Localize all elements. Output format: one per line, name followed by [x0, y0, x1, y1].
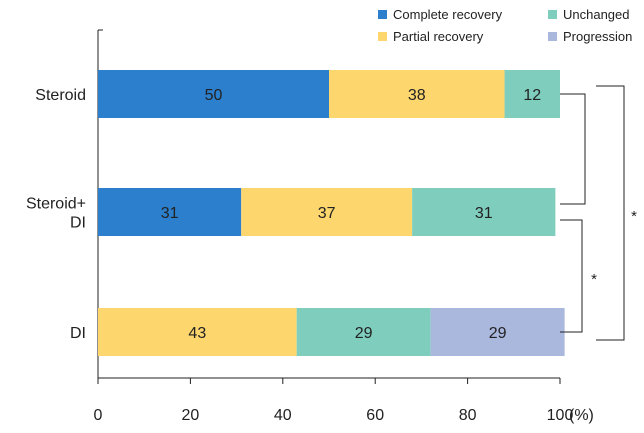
bar-segment-steroid-di-complete-recovery [98, 188, 242, 236]
x-unit-label: (%) [569, 407, 594, 424]
data-label-steroid-complete-recovery: 50 [205, 87, 223, 104]
data-label-steroid-unchanged: 12 [523, 87, 541, 104]
legend-swatch-unchanged [548, 10, 557, 19]
x-tick-label-60: 60 [366, 407, 384, 424]
bracket-steroid-vs-di-line [596, 85, 625, 341]
data-label-steroid-partial-recovery: 38 [408, 87, 426, 104]
data-label-di-partial-recovery: 43 [188, 325, 206, 342]
data-label-di-progression: 29 [489, 325, 507, 342]
bracket-steroid-vs-di: * [596, 85, 637, 341]
bar-segment-di-partial-recovery [98, 308, 297, 356]
bar-segment-di-unchanged [296, 308, 431, 356]
legend-item-progression: Progression [548, 29, 632, 44]
bracket-steroid-vs-steroid-di-line [560, 93, 586, 205]
bar-segment-steroid-unchanged [504, 70, 560, 118]
bar-segment-steroid-di-unchanged [412, 188, 556, 236]
data-label-steroid-di-partial-recovery: 37 [318, 205, 336, 222]
x-tick-label-20: 20 [182, 407, 200, 424]
legend-label-progression: Progression [563, 29, 633, 44]
category-label-line: DI [70, 325, 86, 342]
data-label-steroid-di-unchanged: 31 [475, 205, 493, 222]
legend-swatch-complete-recovery [378, 10, 387, 19]
legend-label-unchanged: Unchanged [563, 7, 630, 22]
bracket-steroid-di-vs-di-line [560, 219, 583, 333]
data-label-di-unchanged: 29 [355, 325, 373, 342]
legend-swatch-progression [548, 32, 557, 41]
x-tick-label-40: 40 [274, 407, 292, 424]
data-label-steroid-di-complete-recovery: 31 [161, 205, 179, 222]
x-tick-label-0: 0 [94, 407, 103, 424]
bar-group-steroid: Steroid 50 38 12 [35, 70, 560, 118]
category-label-steroid-di: Steroid+ DI [26, 196, 86, 232]
bar-segment-di-progression [430, 308, 565, 356]
legend-item-partial-recovery: Partial recovery [378, 29, 483, 44]
bar-segment-steroid-partial-recovery [329, 70, 505, 118]
legend-swatch-partial-recovery [378, 32, 387, 41]
bar-segment-steroid-di-partial-recovery [241, 188, 413, 236]
bracket-steroid-di-vs-di-significance-label: * [591, 271, 597, 288]
bar-segment-steroid-complete-recovery [98, 70, 329, 118]
category-label-line: Steroid [35, 87, 86, 104]
x-tick-label-100: 100 [547, 407, 574, 424]
category-label-line: DI [70, 215, 86, 232]
bracket-steroid-di-vs-di: * [560, 219, 597, 333]
category-label-steroid: Steroid [35, 87, 86, 104]
bar-group-steroid-di: Steroid+ DI 31 37 31 [26, 188, 556, 236]
x-tick-label-80: 80 [459, 407, 477, 424]
bar-group-di: DI 43 29 29 [70, 308, 565, 356]
legend-item-unchanged: Unchanged [548, 7, 630, 22]
legend-label-complete-recovery: Complete recovery [393, 7, 503, 22]
legend-item-complete-recovery: Complete recovery [378, 7, 502, 22]
bracket-steroid-vs-steroid-di [560, 93, 586, 205]
legend-label-partial-recovery: Partial recovery [393, 29, 484, 44]
bracket-steroid-vs-di-significance-label: * [631, 208, 637, 225]
category-label-di: DI [70, 325, 86, 342]
category-label-line: Steroid+ [26, 196, 86, 213]
legend: Complete recovery Unchanged Partial reco… [378, 4, 640, 48]
